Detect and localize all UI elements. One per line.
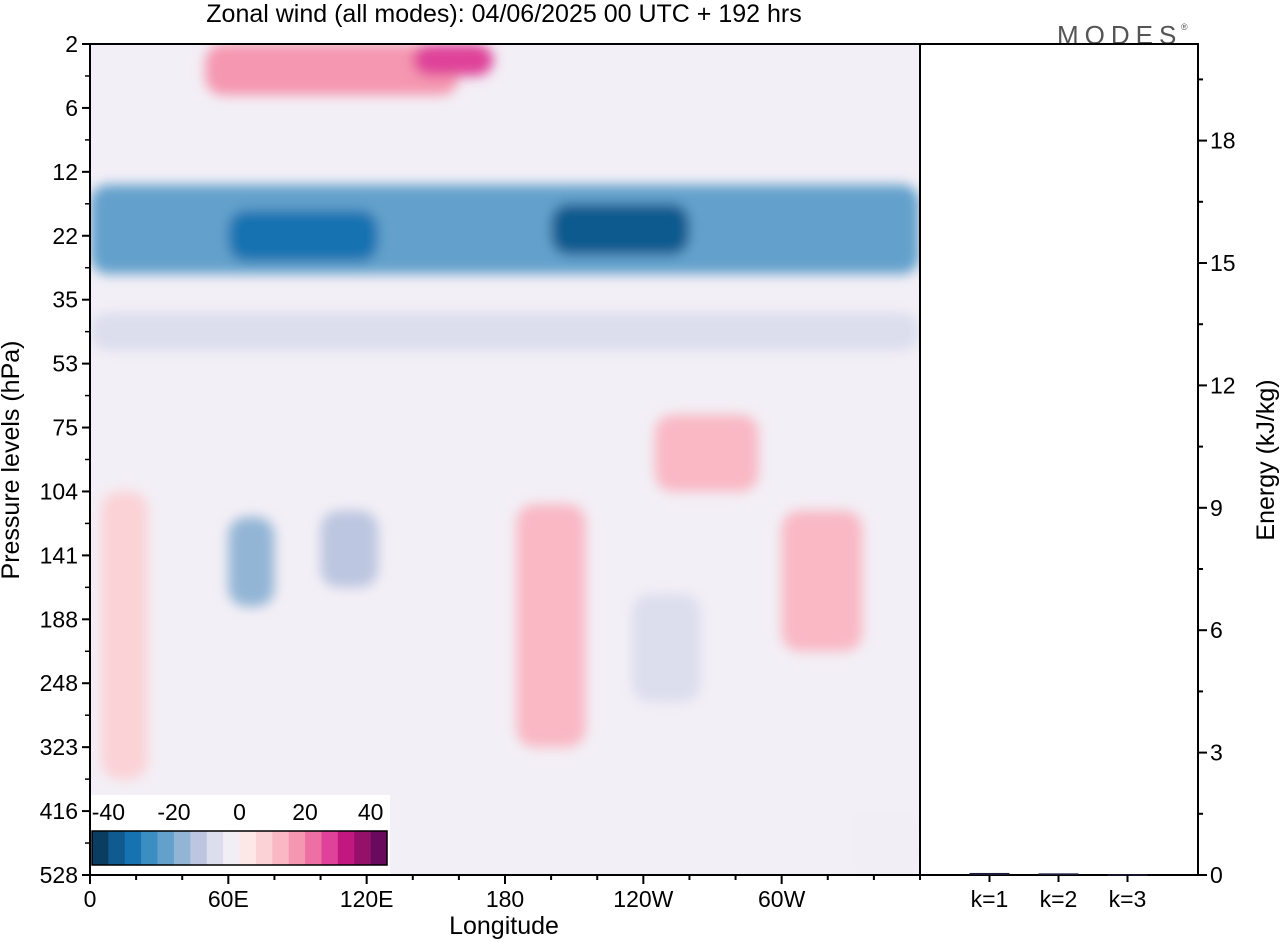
colorbar-swatch [370,831,388,865]
colorbar-tick-label: -40 [92,799,125,825]
colorbar-swatch [239,831,257,865]
heatmap-feature [228,210,379,262]
heatmap-feature [90,184,920,275]
x-tick-label: 120E [340,886,394,912]
heatmap-feature [320,510,379,588]
colorbar-frame [91,830,388,866]
heatmap-feature [654,414,759,492]
colorbar: -40 -20 0 20 40 [90,795,390,875]
y-tick-label: 53 [52,351,78,377]
colorbar-swatch [288,831,306,865]
colorbar-swatch [223,831,240,865]
colorbar-tick-label: -20 [157,799,190,825]
heatmap-feature [551,203,690,255]
colorbar-swatch [108,831,126,865]
y-tick-label: 2 [65,31,78,57]
energy-category-label: k=3 [1109,886,1147,912]
energy-category-label: k=1 [971,886,1009,912]
heatmap-fields [90,44,920,875]
colorbar-swatch [354,831,371,865]
colorbar-tick-label: 40 [358,799,384,825]
colorbar-swatch [321,831,339,865]
y-tick-label: 141 [40,542,78,568]
colorbar-swatch [337,831,355,865]
heatmap-feature [516,504,586,748]
colorbar-swatch [305,831,322,865]
y-tick-label: 12 [52,159,78,185]
energy-axes: 0 3 6 9 12 15 18 [1198,78,1236,888]
y-tick-label: 104 [40,478,79,504]
chart-title: Zonal wind (all modes): 04/06/2025 00 UT… [206,0,801,28]
colorbar-swatch [255,831,273,865]
energy-bar [1107,874,1148,876]
y-tick-label: 6 [65,95,78,121]
heatmap-feature [205,44,459,96]
energy-tick-label: 9 [1210,495,1223,521]
energy-tick-label: 15 [1210,250,1236,276]
y-tick-label: 323 [40,734,78,760]
y-tick-label: 248 [40,670,78,696]
x-tick-label: 0 [84,886,97,912]
colorbar-swatch [190,831,208,865]
colorbar-tick-label: 20 [292,799,318,825]
y-tick-label: 528 [40,862,78,888]
y-tick-label: 188 [40,606,78,632]
x-tick-label: 120W [613,886,673,912]
y-tick-label: 22 [52,223,78,249]
heatmap-feature [228,517,275,607]
heatmap-feature [101,491,148,780]
colorbar-swatch [124,831,142,865]
energy-bars: k=1 k=2 k=3 [969,872,1148,912]
colorbar-swatch [141,831,158,865]
energy-tick-label: 6 [1210,617,1223,643]
colorbar-tick-label: 0 [233,799,246,825]
energy-tick-label: 12 [1210,372,1236,398]
y-axis-label: Pressure levels (hPa) [0,341,25,580]
heatmap-feature [90,312,920,351]
modes-logo-mark: ® [1181,22,1188,32]
x-axis-label: Longitude [449,912,559,940]
x-tick-label: 180 [486,886,524,912]
energy-category-label: k=2 [1040,886,1078,912]
colorbar-swatch [272,831,289,865]
heatmap-feature [850,811,920,875]
energy-bar [969,872,1010,875]
y-tick-label: 35 [52,287,78,313]
colorbar-swatch [157,831,175,865]
colorbar-swatch [92,831,109,865]
heatmap-feature [781,510,863,652]
energy-tick-label: 0 [1210,862,1223,888]
heatmap-plot: -40 -20 0 20 40 [90,44,920,875]
energy-tick-label: 18 [1210,128,1236,154]
energy-bar [1038,873,1079,875]
x-tick-label: 60W [758,886,806,912]
energy-axis-label: Energy (kJ/kg) [1252,379,1280,540]
y-tick-label: 416 [40,798,78,824]
x-tick-label: 60E [208,886,249,912]
colorbar-swatch [173,831,191,865]
heatmap-background [90,44,920,875]
colorbar-swatch [206,831,224,865]
energy-frame [919,43,1199,876]
y-tick-label: 75 [52,415,78,441]
energy-tick-label: 3 [1210,740,1223,766]
heatmap-feature [631,593,701,703]
heatmap-feature [412,44,494,76]
